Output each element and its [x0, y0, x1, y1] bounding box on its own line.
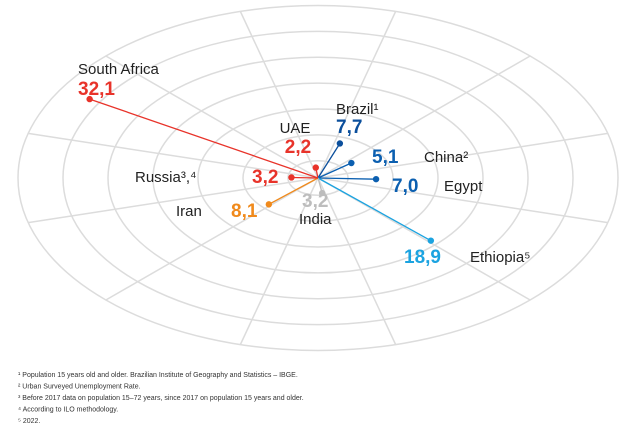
category-label: Iran — [176, 203, 202, 220]
point — [312, 164, 319, 171]
spoke — [239, 177, 319, 345]
category-label: South Africa — [78, 61, 160, 78]
footnotes: ¹ Population 15 years old and older. Bra… — [18, 372, 304, 425]
spoke — [317, 132, 608, 179]
value-label: 8,1 — [231, 201, 258, 222]
category-label: India — [299, 211, 332, 228]
footnote: ⁵ 2022. — [18, 418, 40, 425]
ring — [17, 4, 619, 352]
spoke — [105, 55, 319, 179]
value-label: 5,1 — [372, 147, 399, 168]
spoke-line — [89, 98, 319, 179]
ring — [152, 82, 484, 274]
marks — [86, 95, 435, 244]
spoke — [239, 11, 319, 179]
category-label: Egypt — [444, 178, 483, 195]
spoke-line — [268, 177, 319, 205]
category-label: Brazil¹ — [336, 101, 379, 118]
spoke-line — [291, 176, 319, 179]
spoke-line — [317, 143, 341, 179]
value-label: 7,7 — [336, 117, 362, 138]
footnote: ² Urban Surveyed Unemployment Rate. — [18, 383, 141, 390]
footnote: ³ Before 2017 data on population 15–72 y… — [18, 395, 304, 402]
value-label: 3,2 — [302, 191, 328, 212]
value-label: 7,0 — [392, 176, 418, 197]
value-label: 2,2 — [285, 137, 311, 158]
ring — [242, 134, 394, 222]
ring — [62, 30, 574, 326]
footnote: ⁴ According to ILO methodology. — [18, 406, 118, 413]
point — [336, 140, 344, 147]
category-label: Russia³,⁴ — [135, 169, 196, 186]
point — [372, 175, 380, 183]
point — [427, 237, 435, 244]
spoke-line — [317, 177, 432, 242]
value-label: 32,1 — [78, 79, 115, 100]
spoke — [28, 177, 319, 224]
ring — [107, 56, 529, 300]
spoke-line — [317, 177, 377, 180]
radial-grid — [17, 4, 619, 352]
spoke — [317, 177, 397, 345]
value-label: 3,2 — [252, 167, 278, 188]
spoke — [105, 177, 319, 301]
value-label: 18,9 — [404, 247, 441, 268]
point — [265, 201, 273, 208]
spoke — [317, 55, 531, 179]
point — [318, 189, 326, 197]
category-label: Ethiopia⁵ — [470, 249, 530, 266]
spoke-line — [317, 162, 352, 179]
category-label: UAE — [280, 120, 311, 137]
point — [288, 174, 295, 181]
category-label: China² — [424, 149, 468, 166]
point — [348, 159, 355, 167]
footnote: ¹ Population 15 years old and older. Bra… — [18, 372, 298, 379]
spoke — [28, 132, 319, 179]
spoke — [317, 11, 397, 179]
ring — [197, 108, 439, 248]
spoke — [317, 177, 608, 224]
point — [86, 95, 93, 103]
